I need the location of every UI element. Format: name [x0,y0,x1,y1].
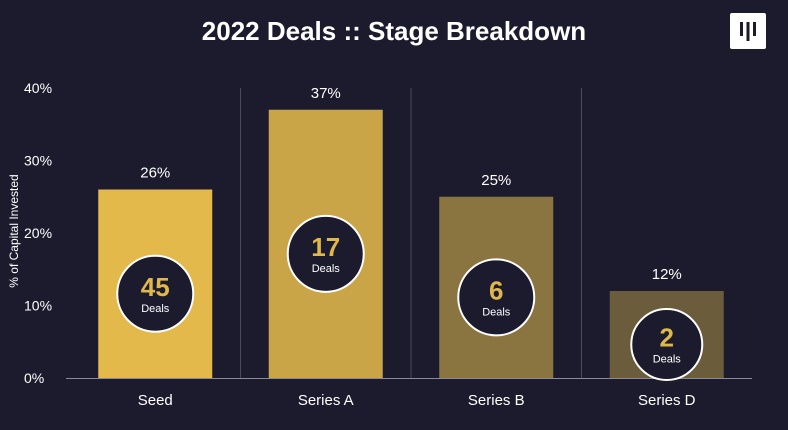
deal-count-caption: Deals [653,354,682,366]
y-tick-label: 20% [24,225,52,241]
deal-count-caption: Deals [141,303,170,315]
deal-count-bubble [286,214,365,293]
deal-count-value: 45 [141,272,170,302]
deal-count-bubble [630,308,704,381]
deal-count-value: 17 [311,232,340,262]
x-tick-label: Seed [138,392,173,409]
bar-value-label: 26% [140,165,170,182]
deal-count-bubble [457,258,536,337]
chart-title: 2022 Deals :: Stage Breakdown [201,16,587,46]
bar-value-label: 37% [311,85,341,102]
deal-count-caption: Deals [482,306,511,318]
bar-value-label: 25% [481,172,511,189]
x-tick-label: Series D [638,392,696,409]
y-tick-label: 30% [24,153,52,169]
y-tick-label: 0% [24,370,44,386]
deal-count-bubble [116,254,195,333]
pitchbook-logo-icon [730,13,766,49]
x-tick-label: Series A [298,392,354,409]
y-tick-label: 10% [24,298,52,314]
deal-count-value: 6 [489,275,503,305]
deal-count-caption: Deals [312,263,341,275]
y-tick-label: 40% [24,80,52,96]
x-tick-label: Series B [468,392,525,409]
bar-value-label: 12% [652,266,682,283]
deal-count-value: 2 [660,323,674,353]
